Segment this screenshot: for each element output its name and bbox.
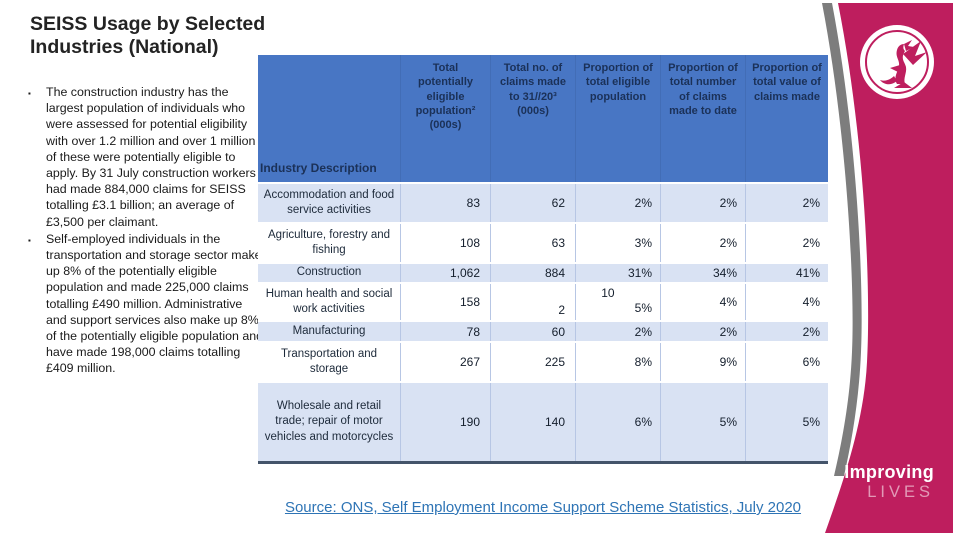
value-cell: 2% [745, 224, 828, 262]
value-cell: 5% [660, 383, 745, 461]
value-cell: 63 [490, 224, 575, 262]
value-cell: 2 [490, 284, 575, 320]
table-row: Transportation and storage 267 225 8% 9%… [258, 341, 828, 381]
value-cell: 140 [490, 383, 575, 461]
table-row: Construction 1,062 884 31% 34% 41% [258, 262, 828, 282]
bullet-item: ▪ The construction industry has the larg… [28, 84, 264, 230]
value-cell: 2% [660, 322, 745, 341]
table-row: Manufacturing 78 60 2% 2% 2% [258, 320, 828, 341]
table-row: Human health and social work activities … [258, 282, 828, 320]
header-industry-description: Industry Description [260, 161, 377, 176]
industry-name-cell: Transportation and storage [280, 347, 378, 375]
bullet-list: ▪ The construction industry has the larg… [28, 84, 264, 378]
value-cell: 1,062 [400, 264, 490, 282]
bullet-text: Self-employed individuals in the transpo… [46, 231, 263, 376]
value-cell: 34% [660, 264, 745, 282]
source-link[interactable]: Source: ONS, Self Employment Income Supp… [284, 499, 802, 516]
brand-line1: Improving [844, 462, 934, 482]
value-cell: 41% [745, 264, 828, 282]
value-cell: 62 [490, 184, 575, 222]
value-cell: 2% [660, 224, 745, 262]
table-row: Agriculture, forestry and fishing 108 63… [258, 222, 828, 262]
dragon-logo [860, 25, 934, 99]
table-header-row: Industry Description Total potentially e… [258, 55, 828, 182]
bullet-item: ▪ Self-employed individuals in the trans… [28, 231, 264, 377]
data-table: Industry Description Total potentially e… [258, 55, 828, 464]
industry-name-cell: Human health and social work activities [265, 287, 393, 315]
bullet-text: The construction industry has the larges… [46, 85, 256, 229]
value-cell: 267 [400, 343, 490, 381]
value-cell: 10 5% [575, 284, 660, 320]
header-proportion-claims: Proportion of total number of claims mad… [660, 55, 745, 182]
value-cell: 2% [660, 184, 745, 222]
industry-name-cell: Wholesale and retail trade; repair of mo… [264, 400, 394, 443]
value-cell: 884 [490, 264, 575, 282]
value-cell: 4% [745, 284, 828, 320]
value-cell: 2% [575, 322, 660, 341]
value-cell: 6% [745, 343, 828, 381]
stray-footnote: 10 [601, 286, 615, 300]
industry-name-cell: Agriculture, forestry and fishing [267, 228, 391, 256]
value-cell: 3% [575, 224, 660, 262]
dragon-emblem-icon [880, 40, 927, 88]
value-cell: 108 [400, 224, 490, 262]
brand-line2: LIVES [867, 482, 934, 501]
value-cell: 190 [400, 383, 490, 461]
industry-name-cell: Accommodation and food service activitie… [263, 188, 395, 216]
header-total-claims: Total no. of claims made to 31//20³ (000… [490, 55, 575, 182]
bullet-marker: ▪ [28, 235, 31, 245]
table-row: Accommodation and food service activitie… [258, 182, 828, 222]
page-title: SEISS Usage by Selected Industries (Nati… [30, 13, 266, 59]
value-cell: 2% [745, 184, 828, 222]
value-cell: 2% [745, 322, 828, 341]
value-cell: 6% [575, 383, 660, 461]
value-cell: 60 [490, 322, 575, 341]
value-cell: 4% [660, 284, 745, 320]
industry-name-cell: Construction [296, 266, 362, 279]
value-cell: 83 [400, 184, 490, 222]
value-cell: 78 [400, 322, 490, 341]
magenta-swoosh [825, 3, 953, 533]
header-proportion-population: Proportion of total eligible population [575, 55, 660, 182]
gray-stripe [822, 3, 862, 476]
value-cell: 158 [400, 284, 490, 320]
header-eligible-population: Total potentially eligible population² (… [400, 55, 490, 182]
side-swoosh [822, 3, 953, 533]
table-row: Wholesale and retail trade; repair of mo… [258, 381, 828, 461]
value-cell: 9% [660, 343, 745, 381]
brand-improving-lives: Improving LIVES [844, 462, 934, 501]
industry-name-cell: Manufacturing [292, 324, 366, 337]
value-cell: 8% [575, 343, 660, 381]
header-proportion-value: Proportion of total value of claims made [745, 55, 828, 182]
value-cell: 225 [490, 343, 575, 381]
value-cell: 5% [745, 383, 828, 461]
bullet-marker: ▪ [28, 89, 31, 98]
value-cell: 2% [575, 184, 660, 222]
value-cell: 31% [575, 264, 660, 282]
